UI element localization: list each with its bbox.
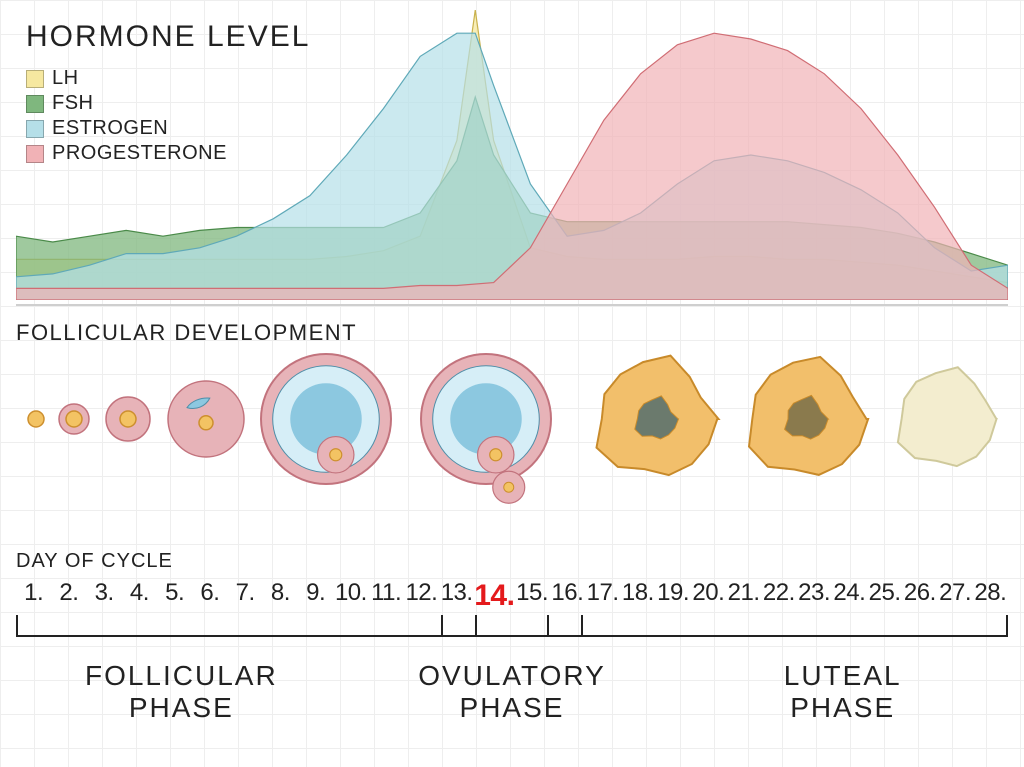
- day-14: 14.: [474, 579, 514, 613]
- day-4: 4.: [122, 579, 157, 613]
- day-23: 23.: [796, 579, 831, 613]
- day-20: 20.: [691, 579, 726, 613]
- day-28: 28.: [973, 579, 1008, 613]
- day-22: 22.: [761, 579, 796, 613]
- day-19: 19.: [655, 579, 690, 613]
- phase-follicular: FOLLICULARPHASE: [16, 660, 347, 724]
- day-2: 2.: [51, 579, 86, 613]
- phase-luteal: LUTEALPHASE: [677, 660, 1008, 724]
- follicle-corpus-albicans: [883, 361, 1009, 507]
- bracket-luteal: [547, 615, 1008, 637]
- day-26: 26.: [902, 579, 937, 613]
- day-24: 24.: [832, 579, 867, 613]
- day-1: 1.: [16, 579, 51, 613]
- follicular-label: FOLLICULAR DEVELOPMENT: [16, 320, 1008, 346]
- day-numbers: 1.2.3.4.5.6.7.8.9.10.11.12.13.14.15.16.1…: [16, 579, 1008, 613]
- day-5: 5.: [157, 579, 192, 613]
- chart-baseline-rule: [16, 304, 1008, 306]
- follicle-ovulation: [406, 344, 566, 524]
- follicular-development: FOLLICULAR DEVELOPMENT: [16, 320, 1008, 530]
- day-3: 3.: [87, 579, 122, 613]
- day-15: 15.: [514, 579, 549, 613]
- follicle-row: [16, 354, 1008, 524]
- phase-labels: FOLLICULARPHASE OVULATORYPHASE LUTEALPHA…: [16, 660, 1008, 724]
- day-13: 13.: [439, 579, 474, 613]
- follicle-corpus-lut-1: [583, 351, 729, 517]
- day-label: DAY OF CYCLE: [16, 550, 1008, 573]
- day-16: 16.: [550, 579, 585, 613]
- day-10: 10.: [333, 579, 368, 613]
- follicle-corpus-lut-2: [733, 351, 879, 517]
- follicle-secondary: [153, 371, 259, 497]
- day-21: 21.: [726, 579, 761, 613]
- chart-svg: [16, 10, 1008, 300]
- hormone-chart: HORMONE LEVEL LHFSHESTROGENPROGESTERONE: [16, 10, 1008, 300]
- day-11: 11.: [369, 579, 404, 613]
- day-25: 25.: [867, 579, 902, 613]
- day-6: 6.: [192, 579, 227, 613]
- follicle-graafian: [246, 344, 406, 524]
- phase-ovulatory: OVULATORYPHASE: [347, 660, 678, 724]
- day-7: 7.: [228, 579, 263, 613]
- day-17: 17.: [585, 579, 620, 613]
- day-18: 18.: [620, 579, 655, 613]
- bracket-follicular: [16, 615, 477, 637]
- phase-brackets: [16, 615, 1008, 655]
- day-9: 9.: [298, 579, 333, 613]
- day-8: 8.: [263, 579, 298, 613]
- day-12: 12.: [404, 579, 439, 613]
- day-of-cycle: DAY OF CYCLE 1.2.3.4.5.6.7.8.9.10.11.12.…: [16, 550, 1008, 655]
- day-27: 27.: [937, 579, 972, 613]
